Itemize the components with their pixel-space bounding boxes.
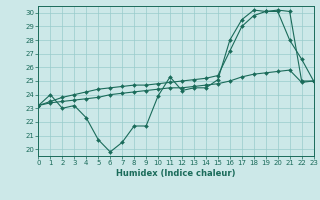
X-axis label: Humidex (Indice chaleur): Humidex (Indice chaleur): [116, 169, 236, 178]
